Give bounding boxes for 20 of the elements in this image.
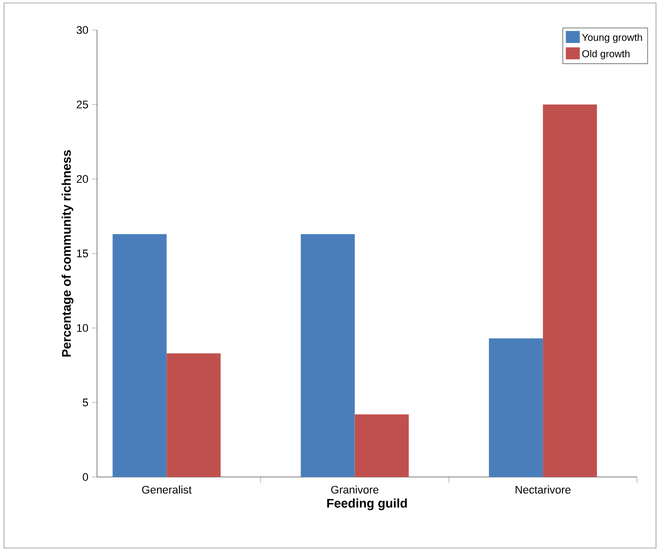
bar	[542, 104, 597, 477]
y-tick-label: 10	[77, 324, 88, 332]
y-tick-label: 25	[76, 100, 88, 108]
bar	[354, 414, 409, 477]
y-tick-label: 15	[77, 250, 88, 258]
bar	[166, 353, 221, 477]
legend-label: Old growth	[582, 50, 630, 60]
x-axis-title: Feeding guild	[327, 498, 407, 510]
y-tick-label: 30	[76, 26, 88, 34]
y-tick-label: 0	[82, 473, 88, 481]
bar	[488, 338, 543, 477]
y-tick-label: 20	[76, 175, 88, 183]
y-tick-label: 5	[82, 398, 88, 406]
x-tick-label: Granivore	[331, 486, 378, 494]
bar	[300, 234, 355, 477]
x-tick-label: Generalist	[142, 486, 192, 494]
x-tick-label: Nectarivore	[516, 486, 571, 494]
legend-label: Young growth	[582, 34, 642, 43]
bar	[112, 234, 167, 477]
y-axis-title: Percentage of community richness	[62, 150, 74, 357]
